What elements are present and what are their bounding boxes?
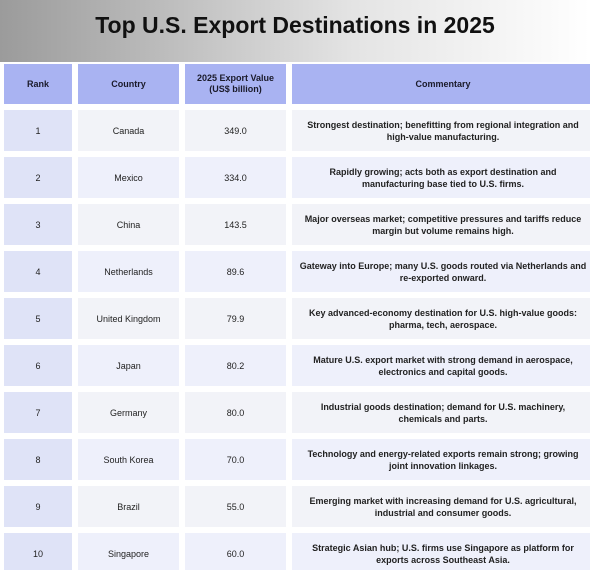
value-cell: 79.9: [185, 298, 286, 339]
commentary-cell: Key advanced-economy destination for U.S…: [292, 298, 590, 339]
rank-cell: 4: [4, 251, 72, 292]
rank-cell: 6: [4, 345, 72, 386]
commentary-cell: Technology and energy-related exports re…: [292, 439, 590, 480]
commentary-cell: Strongest destination; benefitting from …: [292, 110, 590, 151]
rank-cell: 9: [4, 486, 72, 527]
export-destinations-table: Rank Country 2025 Export Value (US$ bill…: [0, 64, 590, 570]
country-cell: China: [78, 204, 179, 245]
title-band: [0, 0, 590, 62]
commentary-cell: Mature U.S. export market with strong de…: [292, 345, 590, 386]
rank-cell: 2: [4, 157, 72, 198]
value-cell: 70.0: [185, 439, 286, 480]
country-cell: Brazil: [78, 486, 179, 527]
country-cell: Netherlands: [78, 251, 179, 292]
value-cell: 80.2: [185, 345, 286, 386]
country-cell: Canada: [78, 110, 179, 151]
commentary-cell: Strategic Asian hub; U.S. firms use Sing…: [292, 533, 590, 570]
rank-cell: 10: [4, 533, 72, 570]
commentary-cell: Industrial goods destination; demand for…: [292, 392, 590, 433]
value-cell: 143.5: [185, 204, 286, 245]
header-commentary: Commentary: [292, 64, 590, 104]
country-cell: South Korea: [78, 439, 179, 480]
commentary-cell: Major overseas market; competitive press…: [292, 204, 590, 245]
country-cell: Singapore: [78, 533, 179, 570]
header-rank: Rank: [4, 64, 72, 104]
header-export-value: 2025 Export Value (US$ billion): [185, 64, 286, 104]
commentary-cell: Rapidly growing; acts both as export des…: [292, 157, 590, 198]
country-cell: Germany: [78, 392, 179, 433]
page-title: Top U.S. Export Destinations in 2025: [95, 12, 495, 38]
value-cell: 60.0: [185, 533, 286, 570]
commentary-cell: Gateway into Europe; many U.S. goods rou…: [292, 251, 590, 292]
value-cell: 349.0: [185, 110, 286, 151]
header-country: Country: [78, 64, 179, 104]
value-cell: 334.0: [185, 157, 286, 198]
commentary-cell: Emerging market with increasing demand f…: [292, 486, 590, 527]
value-cell: 55.0: [185, 486, 286, 527]
country-cell: Japan: [78, 345, 179, 386]
rank-cell: 5: [4, 298, 72, 339]
country-cell: United Kingdom: [78, 298, 179, 339]
rank-cell: 3: [4, 204, 72, 245]
rank-cell: 1: [4, 110, 72, 151]
country-cell: Mexico: [78, 157, 179, 198]
rank-cell: 8: [4, 439, 72, 480]
rank-cell: 7: [4, 392, 72, 433]
value-cell: 80.0: [185, 392, 286, 433]
value-cell: 89.6: [185, 251, 286, 292]
